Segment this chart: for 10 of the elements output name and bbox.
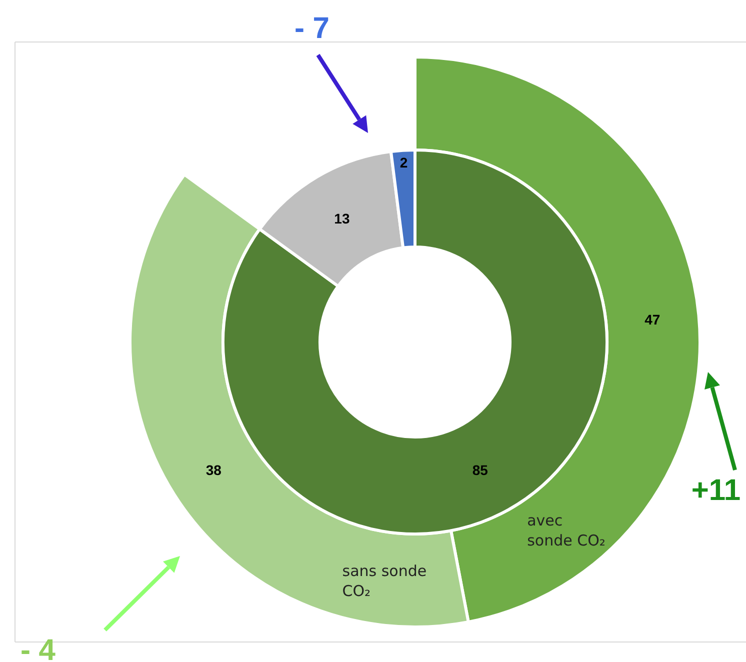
text: - 4	[20, 634, 56, 662]
data-label: 85	[472, 462, 488, 478]
data-label: 2	[400, 154, 408, 170]
data-label: 38	[206, 462, 222, 478]
slice-label: avec sonde CO₂	[527, 511, 606, 550]
data-label: 13	[334, 210, 350, 226]
text: +11	[691, 474, 741, 507]
text: - 7	[294, 12, 330, 45]
slice-label: sans sonde CO₂	[342, 562, 427, 600]
data-label: 47	[644, 312, 660, 328]
